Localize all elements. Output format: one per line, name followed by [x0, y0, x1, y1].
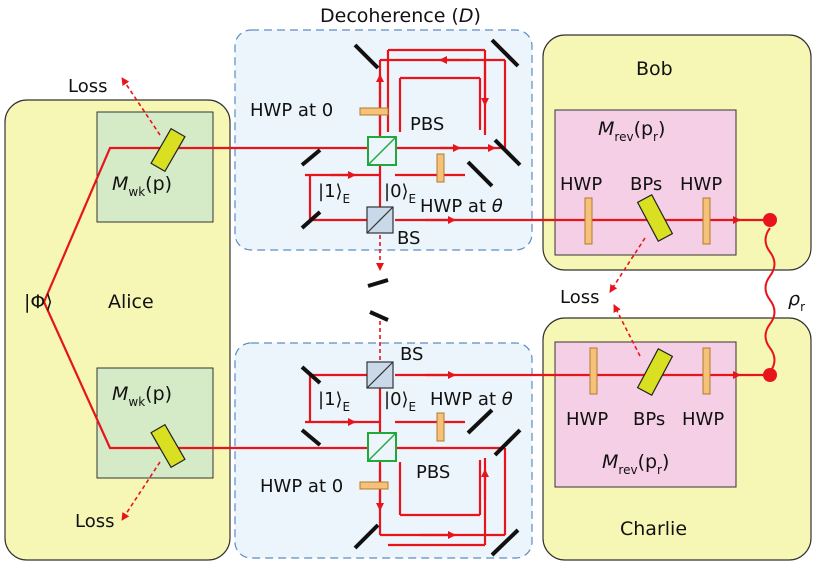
- bob-bp: [636, 194, 674, 242]
- hwp-at-0-top: [359, 107, 389, 116]
- loss-label-alice-bottom: Loss: [75, 511, 114, 532]
- charlie-bp: [636, 348, 674, 396]
- charlie-hwp-label-2: HWP: [682, 409, 724, 430]
- bob-output-dot: [763, 213, 777, 227]
- charlie-hwp-2: [702, 347, 711, 395]
- charlie-bps-label: BPs: [633, 409, 665, 430]
- alice-label: Alice: [108, 291, 154, 313]
- ket1-label-top: |1⟩E: [318, 181, 350, 206]
- detector-mirror-bottom: [369, 310, 389, 322]
- hwp-at-theta-label-top: HWP at θ: [420, 196, 503, 217]
- hwp-at-theta-top: [436, 153, 445, 183]
- entanglement-wavy-line: [764, 227, 776, 373]
- charlie-label: Charlie: [620, 518, 687, 540]
- bob-hwp-2: [702, 197, 711, 245]
- rho-r-label: ρr: [788, 288, 805, 314]
- bob-hwp-label-2: HWP: [680, 174, 722, 195]
- hwp-at-0-label-top: HWP at 0: [250, 100, 333, 121]
- ket0-label-bottom: |0⟩E: [384, 389, 416, 414]
- hwp-at-theta-label-bottom: HWP at θ: [430, 389, 513, 410]
- pbs-label-bottom: PBS: [416, 462, 450, 483]
- hwp-at-theta-bottom: [436, 412, 445, 442]
- loss-label-middle: Loss: [560, 287, 599, 308]
- hwp-at-0-bottom: [359, 481, 389, 490]
- weak-bp-top: [150, 127, 186, 173]
- reversal-label-charlie: Mrev(pr): [602, 451, 669, 477]
- weak-bp-bottom: [150, 423, 186, 469]
- weak-measurement-box-top: [96, 111, 214, 223]
- detector-mirror-top: [367, 278, 389, 288]
- weak-measurement-label-bottom: Mwk(p): [112, 383, 172, 409]
- bs-label-bottom: BS: [400, 344, 423, 365]
- bob-hwp-1: [584, 197, 593, 245]
- source-beam-bottom: [42, 301, 368, 450]
- charlie-hwp-1: [589, 347, 598, 395]
- bob-bps-label: BPs: [630, 174, 662, 195]
- reversal-label-bob: Mrev(pr): [598, 118, 665, 144]
- bob-label: Bob: [636, 58, 673, 80]
- bob-hwp-label-1: HWP: [560, 174, 602, 195]
- bs-label-top: BS: [397, 228, 420, 249]
- weak-measurement-label-top: Mwk(p): [112, 173, 172, 199]
- ket0-label-top: |0⟩E: [384, 181, 416, 206]
- hwp-at-0-label-bottom: HWP at 0: [260, 476, 343, 497]
- ket1-label-bottom: |1⟩E: [318, 389, 350, 414]
- decoherence-label: Decoherence (D): [320, 5, 481, 27]
- loss-label-alice-top: Loss: [68, 76, 107, 97]
- charlie-output-dot: [763, 368, 777, 382]
- charlie-hwp-label-1: HWP: [566, 409, 608, 430]
- weak-measurement-box-bottom: [96, 367, 214, 479]
- source-beam-top: [42, 146, 368, 303]
- phi-state-label: |Φ⟩: [24, 291, 53, 313]
- pbs-label-top: PBS: [410, 114, 444, 135]
